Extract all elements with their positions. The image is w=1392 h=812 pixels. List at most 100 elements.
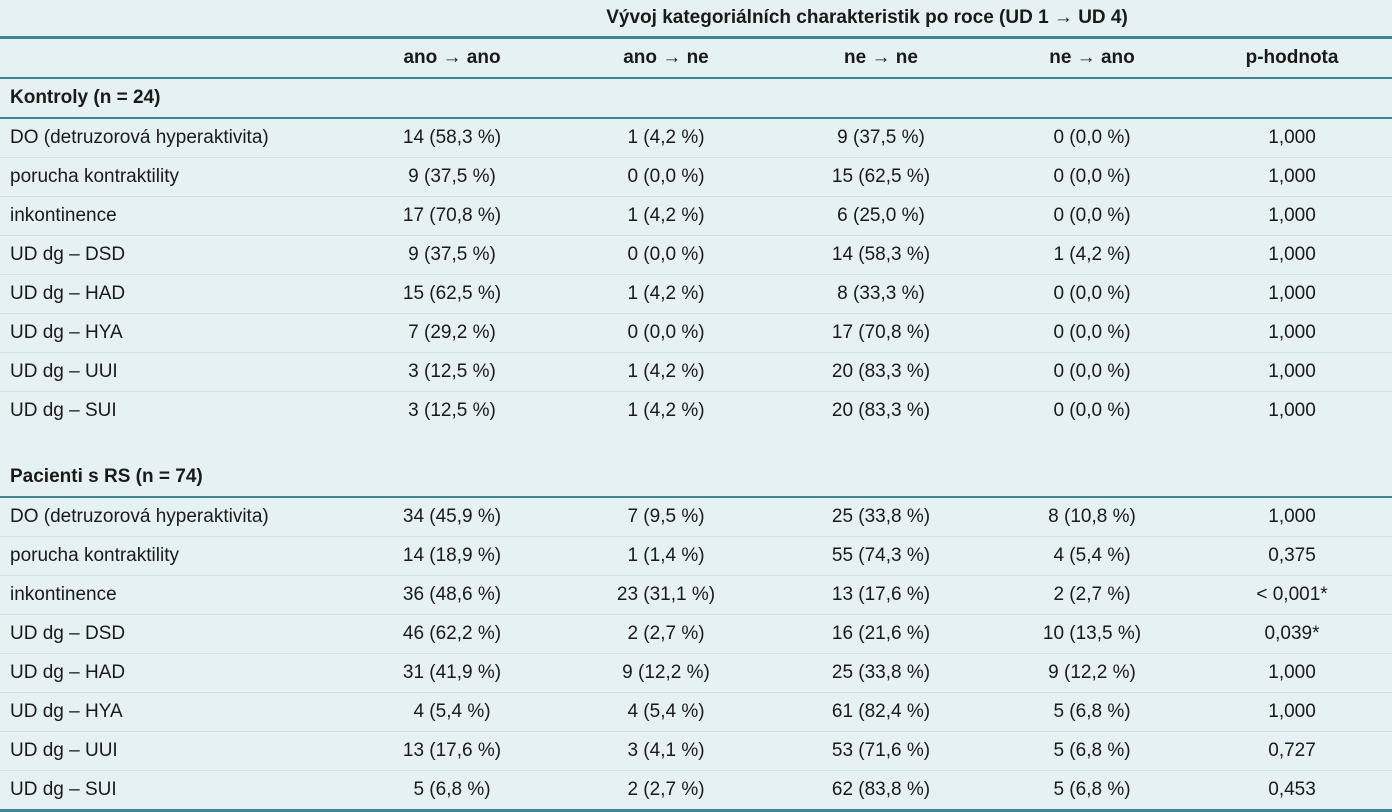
table-row: porucha kontraktility 14 (18,9 %) 1 (1,4 %… — [0, 536, 1392, 576]
table-row: UD dg – HYA 4 (5,4 %) 4 (5,4 %) 61 (82,4 %)… — [0, 692, 1392, 732]
count-cell: 17 (70,8 %) — [770, 313, 992, 353]
row-label: DO (detruzorová hyperaktivita) — [0, 497, 342, 537]
p-value-cell: 1,000 — [1192, 118, 1392, 158]
table-row: UD dg – HYA 7 (29,2 %) 0 (0,0 %) 17 (70,8 %… — [0, 313, 1392, 353]
spacer-cell — [0, 430, 1392, 458]
header-ne-ano: ne → ano — [992, 36, 1192, 79]
p-value-cell: 1,000 — [1192, 235, 1392, 275]
count-cell: 1 (4,2 %) — [562, 196, 770, 236]
count-cell: 23 (31,1 %) — [562, 575, 770, 615]
count-cell: 0 (0,0 %) — [562, 157, 770, 197]
count-cell: 2 (2,7 %) — [992, 575, 1192, 615]
table-body: Kontroly (n = 24) DO (detruzorová hyperak… — [0, 78, 1392, 812]
p-value-cell: 1,000 — [1192, 196, 1392, 236]
row-label: UD dg – DSD — [0, 235, 342, 275]
row-label: UD dg – HAD — [0, 653, 342, 693]
row-label: UD dg – SUI — [10, 400, 117, 421]
count-cell: 1 (4,2 %) — [562, 352, 770, 392]
table-row: UD dg – UUI 13 (17,6 %) 3 (4,1 %) 53 (71,6 … — [0, 731, 1392, 771]
count-cell: 36 (48,6 %) — [342, 575, 562, 615]
table-row: inkontinence 17 (70,8 %) 1 (4,2 %) 6 (25,0 … — [0, 196, 1392, 236]
count-cell: 0 (0,0 %) — [992, 274, 1192, 314]
row-label: UD dg – UUI — [0, 352, 342, 392]
count-cell: 9 (37,5 %) — [770, 118, 992, 158]
header-p-value: p-hodnota — [1192, 36, 1392, 79]
count-cell: 9 (37,5 %) — [342, 157, 562, 197]
table-row: UD dg – DSD 46 (62,2 %) 2 (2,7 %) 16 (21,6 … — [0, 614, 1392, 654]
count-cell: 3 (4,1 %) — [562, 731, 770, 771]
count-cell: 0 (0,0 %) — [1053, 400, 1131, 421]
group-header: Kontroly (n = 24) — [0, 78, 1392, 119]
count-cell: 3 (12,5 %) — [342, 352, 562, 392]
count-cell: 9 (12,2 %) — [562, 653, 770, 693]
count-cell: 1 (4,2 %) — [562, 274, 770, 314]
count-cell: 5 (6,8 %) — [1053, 779, 1131, 800]
count-cell: 0 (0,0 %) — [562, 313, 770, 353]
count-cell: 1 (4,2 %) — [562, 118, 770, 158]
count-cell: 1 (4,2 %) — [627, 400, 705, 421]
count-cell: 13 (17,6 %) — [342, 731, 562, 771]
p-value-cell: 1,000 — [1192, 352, 1392, 392]
count-cell: 15 (62,5 %) — [342, 274, 562, 314]
table-row: UD dg – DSD 9 (37,5 %) 0 (0,0 %) 14 (58,3 %… — [0, 235, 1392, 275]
table-corner — [0, 0, 342, 38]
bottom-rule-cell — [0, 808, 1392, 812]
count-cell: 0 (0,0 %) — [992, 157, 1192, 197]
count-cell: 1 (4,2 %) — [992, 235, 1192, 275]
table-row: porucha kontraktility 9 (37,5 %) 0 (0,0 %)… — [0, 157, 1392, 197]
p-value-cell: 1,000 — [1192, 313, 1392, 353]
group-spacer — [0, 430, 1392, 458]
count-cell: 15 (62,5 %) — [770, 157, 992, 197]
row-label: inkontinence — [0, 575, 342, 615]
count-cell: 0 (0,0 %) — [992, 196, 1192, 236]
count-cell: 5 (6,8 %) — [992, 692, 1192, 732]
table-row: inkontinence 36 (48,6 %) 23 (31,1 %) 13 (17… — [0, 575, 1392, 615]
table-bottom-rule — [0, 808, 1392, 812]
count-cell: 13 (17,6 %) — [770, 575, 992, 615]
header-ano-ano: ano → ano — [342, 36, 562, 79]
count-cell: 46 (62,2 %) — [342, 614, 562, 654]
row-label: UD dg – HYA — [0, 692, 342, 732]
group-title: Pacienti s RS (n = 74) — [0, 458, 1392, 498]
count-cell: 25 (33,8 %) — [770, 653, 992, 693]
row-label: inkontinence — [0, 196, 342, 236]
count-cell: 4 (5,4 %) — [342, 692, 562, 732]
count-cell: 7 (9,5 %) — [562, 497, 770, 537]
row-label: DO (detruzorová hyperaktivita) — [0, 118, 342, 158]
table-row: UD dg – SUI 5 (6,8 %) 2 (2,7 %) 62 (83,8 %)… — [0, 771, 1392, 810]
count-cell: 0 (0,0 %) — [992, 352, 1192, 392]
count-cell: 1 (1,4 %) — [562, 536, 770, 576]
count-cell: 55 (74,3 %) — [770, 536, 992, 576]
p-value-cell: 1,000 — [1192, 497, 1392, 537]
count-cell: 17 (70,8 %) — [342, 196, 562, 236]
count-cell: 5 (6,8 %) — [992, 731, 1192, 771]
count-cell: 16 (21,6 %) — [770, 614, 992, 654]
count-cell: 61 (82,4 %) — [770, 692, 992, 732]
table-caption: Vývoj kategoriálních charakteristik po r… — [606, 7, 1128, 28]
p-value-cell: 0,375 — [1192, 536, 1392, 576]
count-cell: 20 (83,3 %) — [770, 352, 992, 392]
count-cell: 5 (6,8 %) — [413, 779, 491, 800]
p-value-cell: 1,000 — [1192, 157, 1392, 197]
count-cell: 9 (12,2 %) — [992, 653, 1192, 693]
p-value-cell: 0,453 — [1268, 779, 1316, 800]
count-cell: 62 (83,8 %) — [831, 779, 931, 800]
p-value-cell: 1,000 — [1192, 274, 1392, 314]
group-header: Pacienti s RS (n = 74) — [0, 458, 1392, 498]
count-cell: 14 (18,9 %) — [342, 536, 562, 576]
p-value-cell: 0,727 — [1192, 731, 1392, 771]
count-cell: 4 (5,4 %) — [562, 692, 770, 732]
count-cell: 9 (37,5 %) — [342, 235, 562, 275]
row-label: UD dg – SUI — [10, 779, 117, 800]
count-cell: 0 (0,0 %) — [562, 235, 770, 275]
count-cell: 0 (0,0 %) — [992, 313, 1192, 353]
table-row: DO (detruzorová hyperaktivita) 14 (58,3 %… — [0, 118, 1392, 158]
table-row: UD dg – HAD 15 (62,5 %) 1 (4,2 %) 8 (33,3 %… — [0, 274, 1392, 314]
count-cell: 31 (41,9 %) — [342, 653, 562, 693]
count-cell: 6 (25,0 %) — [770, 196, 992, 236]
row-label: UD dg – UUI — [0, 731, 342, 771]
count-cell: 10 (13,5 %) — [992, 614, 1192, 654]
row-label: porucha kontraktility — [0, 157, 342, 197]
count-cell: 3 (12,5 %) — [408, 400, 496, 421]
